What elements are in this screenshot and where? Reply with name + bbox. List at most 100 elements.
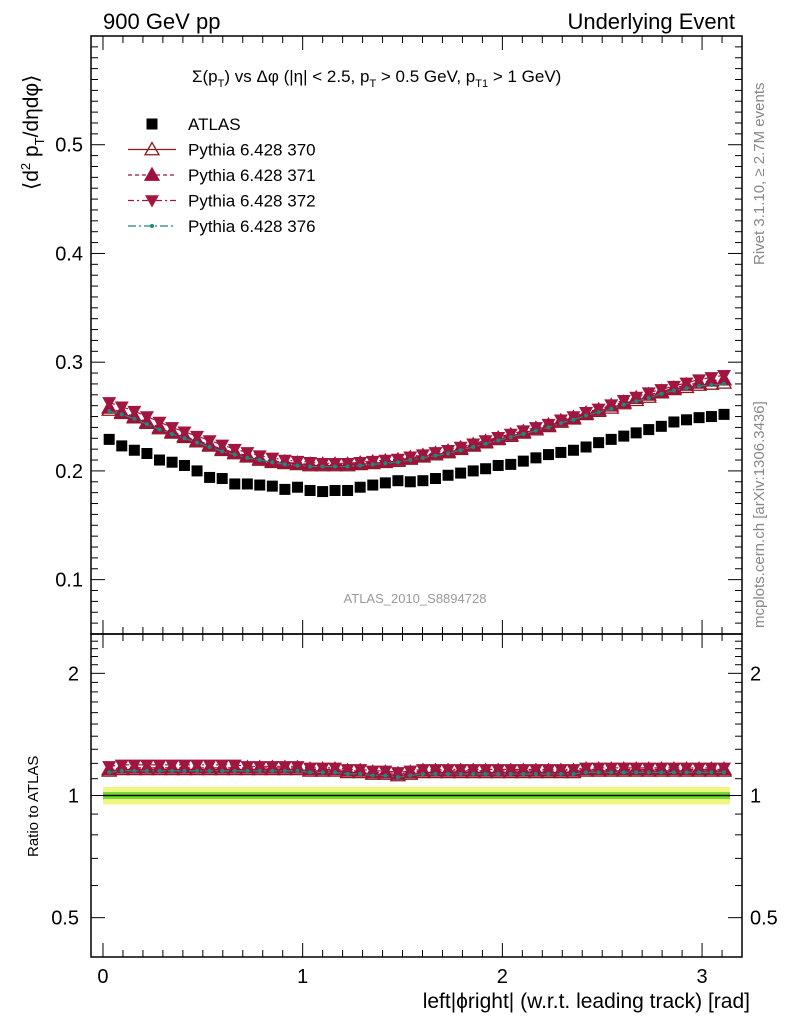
ratio-point-pythia-6-428-372 — [692, 762, 707, 775]
data-point-pythia-6-428-376 — [358, 463, 363, 468]
data-point-atlas — [655, 420, 667, 432]
ratio-point-pythia-6-428-376 — [609, 770, 614, 775]
data-point-pythia-6-428-376 — [558, 421, 563, 426]
data-point-atlas — [103, 433, 115, 445]
data-point-atlas — [630, 427, 642, 439]
data-point-pythia-6-428-372 — [227, 443, 242, 457]
data-point-pythia-6-428-376 — [496, 438, 501, 443]
data-point-pythia-6-428-376 — [533, 428, 538, 433]
data-point-atlas — [241, 478, 253, 490]
ratio-point-pythia-6-428-372 — [290, 761, 305, 774]
series-line-pythia-6-428-376 — [109, 383, 725, 468]
ratio-point-pythia-6-428-372 — [227, 759, 242, 772]
analysis-watermark: ATLAS_2010_S8894728 — [344, 591, 487, 606]
data-point-atlas — [705, 411, 717, 423]
ratio-point-pythia-6-428-372 — [190, 759, 205, 772]
ratio-point-pythia-6-428-372 — [679, 762, 694, 775]
ratio-point-pythia-6-428-372 — [428, 764, 443, 777]
data-point-pythia-6-428-372 — [353, 456, 368, 470]
ratio-point-pythia-6-428-376 — [646, 770, 651, 775]
data-point-pythia-6-428-376 — [232, 452, 237, 457]
data-point-pythia-6-428-376 — [395, 460, 400, 465]
legend-marker-atlas — [146, 118, 158, 130]
ratio-point-pythia-6-428-376 — [596, 770, 601, 775]
data-point-pythia-6-428-372 — [478, 435, 493, 448]
data-point-pythia-6-428-376 — [709, 383, 714, 388]
ratio-point-pythia-6-428-376 — [182, 768, 187, 773]
x-tick-label: 3 — [696, 966, 707, 988]
data-point-pythia-6-428-372 — [215, 439, 230, 452]
data-point-pythia-6-428-376 — [420, 455, 425, 460]
ratio-point-pythia-6-428-372 — [516, 764, 531, 777]
data-point-pythia-6-428-372 — [604, 399, 619, 412]
ratio-point-pythia-6-428-376 — [207, 768, 212, 773]
ratio-point-pythia-6-428-372 — [528, 764, 543, 777]
data-point-pythia-6-428-372 — [390, 453, 405, 466]
ratio-point-pythia-6-428-376 — [395, 775, 400, 780]
data-point-pythia-6-428-372 — [553, 414, 568, 427]
ratio-point-pythia-6-428-376 — [144, 768, 149, 773]
data-point-pythia-6-428-376 — [182, 436, 187, 441]
ratio-point-pythia-6-428-376 — [232, 768, 237, 773]
ratio-point-pythia-6-428-372 — [102, 761, 117, 774]
data-point-pythia-6-428-372 — [340, 458, 355, 471]
ratio-point-pythia-6-428-372 — [265, 761, 280, 774]
ratio-y-tick-label: 2 — [68, 663, 79, 685]
ratio-point-pythia-6-428-376 — [358, 771, 363, 776]
data-point-pythia-6-428-376 — [458, 448, 463, 453]
data-point-pythia-6-428-372 — [541, 418, 556, 432]
data-point-pythia-6-428-376 — [471, 444, 476, 449]
data-point-atlas — [480, 463, 492, 475]
data-point-atlas — [467, 465, 479, 477]
data-point-pythia-6-428-376 — [270, 460, 275, 465]
data-point-atlas — [153, 454, 165, 466]
data-point-atlas — [216, 473, 228, 485]
data-point-pythia-6-428-376 — [195, 440, 200, 445]
ratio-point-pythia-6-428-376 — [383, 773, 388, 778]
data-point-pythia-6-428-372 — [591, 403, 606, 416]
data-point-atlas — [643, 424, 655, 436]
data-point-pythia-6-428-376 — [333, 464, 338, 469]
data-point-pythia-6-428-372 — [139, 411, 154, 424]
data-point-pythia-6-428-372 — [428, 447, 443, 460]
plot-title: Σ(pT) vs Δφ (|η| < 2.5, pT > 0.5 GeV, pT… — [192, 67, 561, 90]
ratio-point-pythia-6-428-372 — [202, 759, 217, 772]
ratio-point-pythia-6-428-376 — [433, 771, 438, 776]
data-point-atlas — [266, 480, 278, 492]
data-point-pythia-6-428-372 — [403, 451, 418, 464]
ratio-y-tick-label-right: 0.5 — [750, 908, 778, 930]
data-point-pythia-6-428-372 — [616, 394, 631, 408]
data-point-pythia-6-428-372 — [516, 425, 531, 438]
ratio-line-pythia-6-428-376 — [109, 770, 725, 778]
data-point-pythia-6-428-372 — [265, 452, 280, 465]
main-y-axis-label: ⟨d2 pT/dηdφ⟩ — [18, 75, 47, 190]
ratio-point-pythia-6-428-376 — [132, 768, 137, 773]
data-point-pythia-6-428-376 — [282, 462, 287, 467]
data-point-pythia-6-428-376 — [320, 464, 325, 469]
data-point-pythia-6-428-376 — [584, 413, 589, 418]
data-point-pythia-6-428-376 — [132, 416, 137, 421]
data-point-atlas — [567, 444, 579, 456]
ratio-point-pythia-6-428-372 — [365, 765, 380, 778]
ratio-point-pythia-6-428-376 — [496, 771, 501, 776]
data-point-pythia-6-428-376 — [546, 425, 551, 430]
data-point-pythia-6-428-376 — [684, 386, 689, 391]
ratio-point-pythia-6-428-372 — [453, 764, 468, 777]
ratio-point-pythia-6-428-372 — [252, 761, 267, 774]
data-point-atlas — [379, 477, 391, 489]
data-point-atlas — [254, 479, 266, 491]
data-point-pythia-6-428-372 — [415, 449, 430, 462]
ratio-point-pythia-6-428-372 — [591, 762, 606, 775]
ratio-point-pythia-6-428-372 — [629, 762, 644, 775]
data-point-atlas — [191, 465, 203, 477]
data-point-atlas — [542, 449, 554, 461]
ratio-point-pythia-6-428-372 — [566, 764, 581, 777]
ratio-point-pythia-6-428-376 — [420, 771, 425, 776]
legend-label-atlas: ATLAS — [188, 115, 241, 134]
data-point-atlas — [505, 458, 517, 470]
series-line-pythia-6-428-372 — [108, 374, 725, 464]
y-tick-label: 0.4 — [55, 243, 83, 265]
ratio-point-pythia-6-428-372 — [415, 764, 430, 777]
y-tick-label: 0.1 — [55, 570, 83, 592]
ratio-point-pythia-6-428-376 — [471, 771, 476, 776]
